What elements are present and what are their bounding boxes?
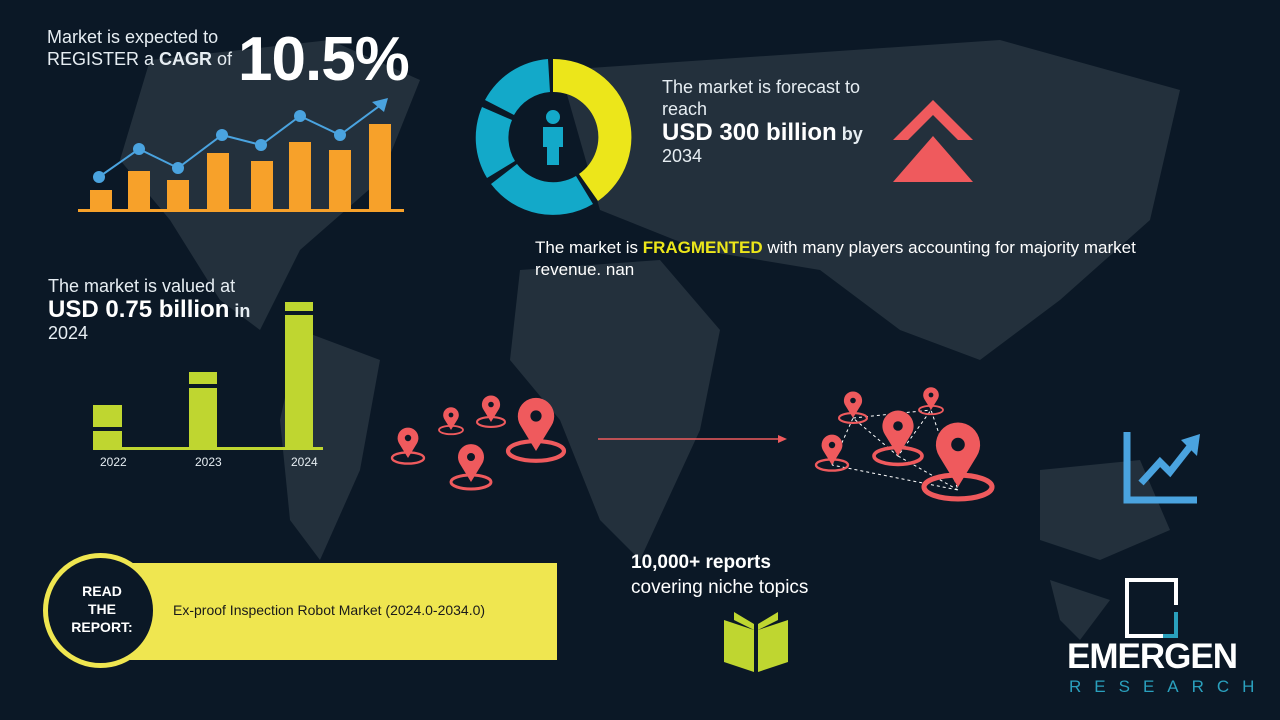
- year-label-2023: 2023: [195, 455, 222, 469]
- valued-line1: The market is valued at: [48, 276, 236, 296]
- growth-bar: [128, 171, 150, 210]
- value-bar-2024: [285, 302, 313, 448]
- fragmented-highlight: FRAGMENTED: [642, 238, 763, 257]
- reports-text: 10,000+ reports covering niche topics: [631, 550, 808, 600]
- growth-bar: [329, 150, 351, 210]
- cagr-value: 10.5%: [238, 25, 410, 94]
- forecast-line1: The market is forecast to: [662, 77, 861, 97]
- growth-bar: [251, 161, 273, 210]
- year-label-2024: 2024: [291, 455, 318, 469]
- growth-bar: [207, 153, 229, 210]
- value-bar-2022: [93, 405, 122, 448]
- logo-name: EMERGEN: [1067, 637, 1238, 676]
- cagr-line1: Market is expected to: [47, 27, 219, 47]
- reports-line2: covering niche topics: [631, 577, 809, 598]
- cagr-line2: REGISTER a CAGR of: [47, 48, 232, 70]
- valued-text: The market is valued at USD 0.75 billion…: [48, 275, 250, 344]
- growth-bar: [369, 124, 391, 210]
- read-label-line: THE: [88, 601, 116, 617]
- forecast-line2: reach: [662, 99, 708, 119]
- report-title-link[interactable]: Ex-proof Inspection Robot Market (2024.0…: [173, 602, 486, 618]
- growth-bar: [90, 190, 112, 210]
- year-label-2022: 2022: [100, 455, 127, 469]
- valued-year: 2024: [48, 323, 89, 343]
- fragmented-line2: revenue. nan: [535, 260, 635, 279]
- forecast-value: USD 300 billion: [662, 119, 837, 146]
- fragmented-prefix: The market is: [535, 238, 643, 257]
- read-label-line: READ: [82, 583, 122, 599]
- fragmented-text: The market is FRAGMENTED with many playe…: [535, 237, 1225, 281]
- cagr-suffix: of: [212, 49, 233, 69]
- cagr-text: Market is expected to REGISTER a CAGR of: [47, 26, 232, 70]
- cagr-bold: CAGR: [159, 49, 213, 69]
- fragmented-suffix: with many players accounting for majorit…: [762, 238, 1136, 257]
- forecast-by: by: [836, 124, 863, 144]
- logo-sub: RESEARCH: [1069, 677, 1268, 696]
- growth-bar: [289, 142, 311, 210]
- read-report-label: READ THE REPORT:: [60, 582, 144, 636]
- reports-line1: 10,000+ reports: [631, 552, 771, 573]
- report-banner[interactable]: [130, 563, 557, 660]
- valued-value: USD 0.75 billion: [48, 296, 230, 323]
- growth-bar: [167, 180, 189, 210]
- read-label-line: REPORT:: [71, 619, 133, 635]
- valued-in: in: [229, 301, 251, 321]
- forecast-year: 2034: [662, 146, 703, 166]
- read-report-circle[interactable]: [43, 553, 158, 668]
- cagr-prefix: REGISTER a: [47, 49, 160, 69]
- forecast-text: The market is forecast to reach USD 300 …: [662, 76, 863, 167]
